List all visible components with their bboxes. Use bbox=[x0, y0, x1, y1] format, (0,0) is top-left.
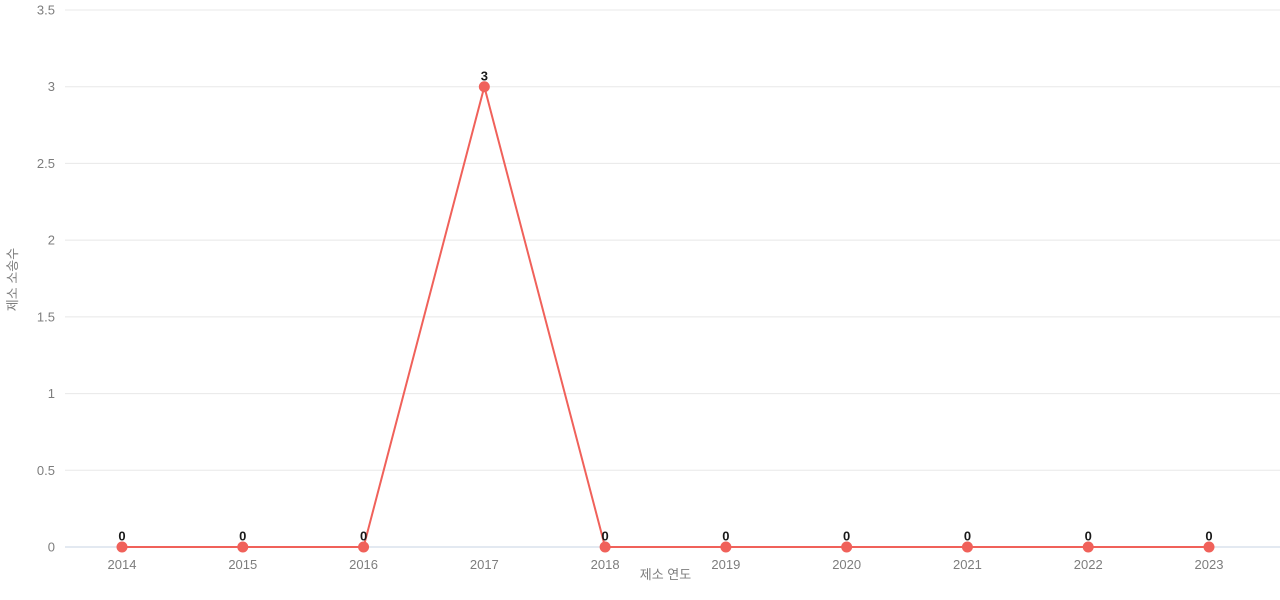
svg-text:2017: 2017 bbox=[470, 557, 499, 572]
svg-text:0: 0 bbox=[1205, 529, 1212, 544]
svg-text:2021: 2021 bbox=[953, 557, 982, 572]
svg-text:2018: 2018 bbox=[591, 557, 620, 572]
svg-text:2015: 2015 bbox=[228, 557, 257, 572]
svg-text:3: 3 bbox=[481, 68, 488, 83]
svg-text:3: 3 bbox=[48, 79, 55, 94]
svg-text:2019: 2019 bbox=[711, 557, 740, 572]
svg-text:0: 0 bbox=[1085, 529, 1092, 544]
svg-text:0: 0 bbox=[239, 529, 246, 544]
svg-text:3.5: 3.5 bbox=[37, 3, 55, 18]
svg-text:1: 1 bbox=[48, 386, 55, 401]
svg-text:2: 2 bbox=[48, 233, 55, 248]
svg-text:2016: 2016 bbox=[349, 557, 378, 572]
svg-text:1.5: 1.5 bbox=[37, 309, 55, 324]
svg-text:0: 0 bbox=[722, 529, 729, 544]
svg-text:0: 0 bbox=[360, 529, 367, 544]
svg-text:2014: 2014 bbox=[108, 557, 137, 572]
svg-text:2020: 2020 bbox=[832, 557, 861, 572]
svg-text:2.5: 2.5 bbox=[37, 156, 55, 171]
svg-text:0: 0 bbox=[118, 529, 125, 544]
svg-text:0: 0 bbox=[843, 529, 850, 544]
svg-text:2022: 2022 bbox=[1074, 557, 1103, 572]
svg-text:0: 0 bbox=[601, 529, 608, 544]
svg-text:제소 연도: 제소 연도 bbox=[640, 567, 691, 582]
svg-text:제소 소송수: 제소 소송수 bbox=[5, 248, 20, 311]
svg-text:0.5: 0.5 bbox=[37, 463, 55, 478]
svg-text:0: 0 bbox=[48, 540, 55, 555]
svg-text:0: 0 bbox=[964, 529, 971, 544]
svg-text:2023: 2023 bbox=[1195, 557, 1224, 572]
